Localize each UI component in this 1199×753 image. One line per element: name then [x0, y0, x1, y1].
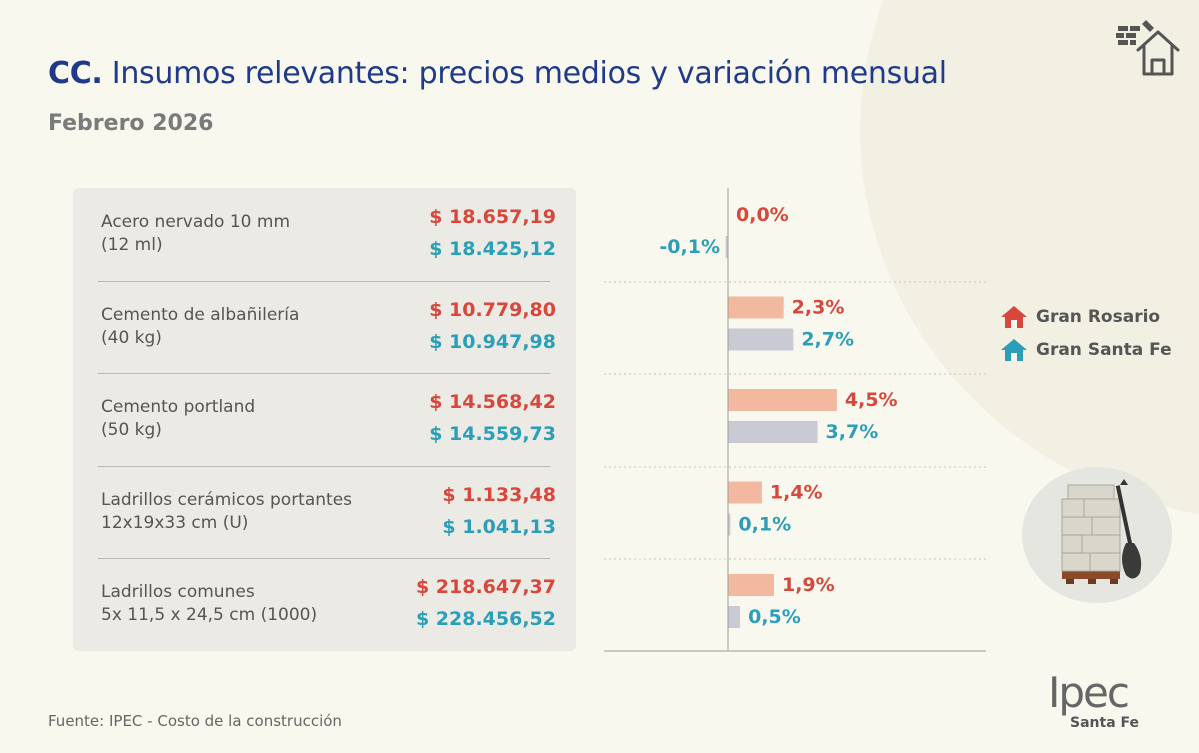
row-divider	[98, 281, 550, 282]
item-name-line1: Cemento portland	[101, 397, 256, 417]
item-name: Acero nervado 10 mm (12 ml)	[101, 211, 290, 257]
title-text: Insumos relevantes: precios medios y var…	[111, 56, 947, 91]
price-gran-rosario: $ 14.568,42	[429, 391, 556, 413]
item-name-line2: (12 ml)	[101, 235, 163, 255]
house-brick-trowel-icon	[1116, 20, 1180, 76]
price-gran-santa-fe: $ 10.947,98	[429, 331, 556, 353]
price-gran-rosario: $ 10.779,80	[429, 299, 556, 321]
table-row: Cemento portland (50 kg) $ 14.568,42 $ 14…	[73, 373, 576, 465]
item-name-line2: (40 kg)	[101, 328, 162, 348]
data-label: 2,7%	[801, 329, 854, 351]
item-name-line2: 12x19x33 cm (U)	[101, 513, 249, 533]
logo-text: Ipec	[1048, 668, 1130, 717]
price-gran-santa-fe: $ 228.456,52	[415, 608, 556, 630]
bar-gran-rosario	[728, 389, 837, 411]
price-gran-rosario: $ 218.647,37	[415, 576, 556, 598]
source-note: Fuente: IPEC - Costo de la construcción	[48, 712, 342, 730]
price-gran-rosario: $ 1.133,48	[442, 484, 556, 506]
bar-gran-santa-fe	[728, 606, 741, 628]
page-subtitle: Febrero 2026	[48, 111, 214, 136]
item-name: Ladrillos cerámicos portantes 12x19x33 cm…	[101, 489, 352, 535]
table-row: Cemento de albañilería (40 kg) $ 10.779,8…	[73, 281, 576, 373]
data-label: 3,7%	[826, 421, 879, 443]
bar-gran-santa-fe	[725, 236, 728, 258]
data-label: -0,1%	[659, 236, 720, 258]
variation-bar-chart: 0,0% -0,1% 2,3% 2,7% 4,5% 3,7% 1,4% 0,1% 1,9% 0,5…	[604, 188, 986, 652]
price-gran-rosario: $ 18.657,19	[429, 206, 556, 228]
bar-gran-rosario	[728, 481, 762, 504]
price-gran-santa-fe: $ 14.559,73	[429, 423, 556, 445]
table-row: Ladrillos comunes 5x 11,5 x 24,5 cm (1000…	[73, 558, 576, 650]
page-title: CC. Insumos relevantes: precios medios y…	[48, 56, 947, 91]
item-name: Cemento portland (50 kg)	[101, 396, 255, 442]
row-divider	[98, 558, 550, 559]
item-name: Ladrillos comunes 5x 11,5 x 24,5 cm (1000…	[101, 581, 317, 627]
title-prefix: CC.	[48, 56, 103, 91]
bar-gran-rosario	[728, 574, 774, 596]
bar-gran-rosario	[728, 296, 784, 319]
ipec-logo: Ipec Santa Fe	[1048, 668, 1163, 734]
item-name-line1: Ladrillos comunes	[101, 582, 255, 602]
item-name-line1: Ladrillos cerámicos portantes	[101, 490, 353, 510]
legend-label: Gran Santa Fe	[1036, 340, 1172, 360]
bar-gran-santa-fe	[728, 513, 731, 536]
price-gran-santa-fe: $ 18.425,12	[429, 238, 556, 260]
data-label: 1,4%	[770, 482, 823, 504]
table-row: Acero nervado 10 mm (12 ml) $ 18.657,19 $…	[73, 188, 576, 280]
data-label: 0,0%	[736, 204, 789, 226]
legend-label: Gran Rosario	[1036, 307, 1161, 327]
row-divider	[98, 373, 550, 374]
item-name-line2: 5x 11,5 x 24,5 cm (1000)	[101, 605, 318, 625]
brick-pallet-shovel-icon	[1061, 479, 1142, 584]
item-name: Cemento de albañilería (40 kg)	[101, 304, 299, 350]
illustration-circle	[1022, 467, 1172, 603]
item-name-line1: Acero nervado 10 mm	[101, 212, 291, 232]
item-name-line2: (50 kg)	[101, 420, 162, 440]
bar-gran-santa-fe	[728, 328, 794, 351]
data-label: 0,5%	[748, 606, 801, 628]
data-label: 4,5%	[845, 389, 898, 411]
item-name-line1: Cemento de albañilería	[101, 305, 300, 325]
table-row: Ladrillos cerámicos portantes 12x19x33 cm…	[73, 466, 576, 558]
data-label: 2,3%	[792, 297, 845, 319]
row-divider	[98, 466, 550, 467]
bar-gran-santa-fe	[728, 421, 818, 443]
logo-subtext: Santa Fe	[1070, 715, 1140, 731]
prices-table: Acero nervado 10 mm (12 ml) $ 18.657,19 $…	[73, 188, 576, 651]
house-icon	[1001, 339, 1027, 361]
house-icon	[1001, 306, 1027, 328]
data-label: 0,1%	[738, 514, 791, 536]
data-label: 1,9%	[782, 574, 835, 596]
price-gran-santa-fe: $ 1.041,13	[442, 516, 556, 538]
